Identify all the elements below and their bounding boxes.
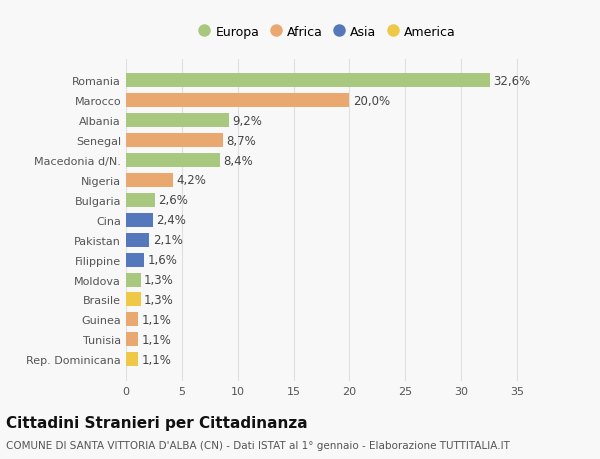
Legend: Europa, Africa, Asia, America: Europa, Africa, Asia, America bbox=[193, 21, 461, 44]
Bar bbox=[126, 273, 140, 287]
Text: 1,1%: 1,1% bbox=[142, 333, 172, 346]
Text: 2,1%: 2,1% bbox=[153, 234, 182, 246]
Text: 1,6%: 1,6% bbox=[147, 253, 177, 267]
Bar bbox=[126, 114, 229, 128]
Bar bbox=[126, 333, 138, 347]
Bar bbox=[126, 174, 173, 188]
Bar bbox=[126, 194, 155, 207]
Bar bbox=[126, 134, 223, 148]
Bar bbox=[126, 74, 490, 88]
Bar bbox=[126, 233, 149, 247]
Text: 9,2%: 9,2% bbox=[232, 114, 262, 128]
Text: 2,6%: 2,6% bbox=[158, 194, 188, 207]
Text: 8,7%: 8,7% bbox=[227, 134, 256, 147]
Text: 20,0%: 20,0% bbox=[353, 95, 390, 107]
Bar bbox=[126, 213, 153, 227]
Text: 1,1%: 1,1% bbox=[142, 313, 172, 326]
Bar bbox=[126, 154, 220, 168]
Text: 1,3%: 1,3% bbox=[144, 293, 173, 306]
Text: COMUNE DI SANTA VITTORIA D'ALBA (CN) - Dati ISTAT al 1° gennaio - Elaborazione T: COMUNE DI SANTA VITTORIA D'ALBA (CN) - D… bbox=[6, 440, 510, 450]
Text: 4,2%: 4,2% bbox=[176, 174, 206, 187]
Bar bbox=[126, 253, 144, 267]
Text: 1,1%: 1,1% bbox=[142, 353, 172, 366]
Bar bbox=[126, 94, 349, 108]
Text: Cittadini Stranieri per Cittadinanza: Cittadini Stranieri per Cittadinanza bbox=[6, 415, 308, 431]
Bar bbox=[126, 353, 138, 366]
Text: 8,4%: 8,4% bbox=[223, 154, 253, 167]
Text: 32,6%: 32,6% bbox=[493, 75, 530, 88]
Bar bbox=[126, 313, 138, 327]
Bar bbox=[126, 293, 140, 307]
Text: 2,4%: 2,4% bbox=[156, 214, 186, 227]
Text: 1,3%: 1,3% bbox=[144, 274, 173, 286]
